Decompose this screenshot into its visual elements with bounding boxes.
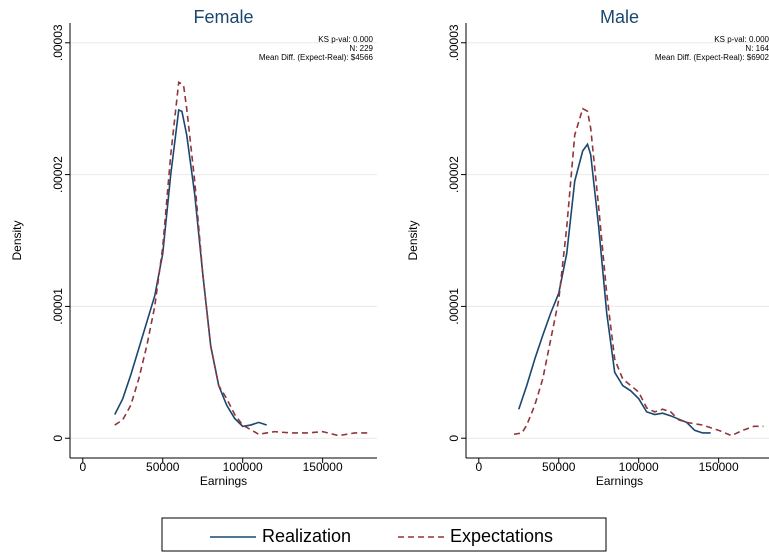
y-tick-label: .00002 bbox=[51, 156, 65, 193]
y-tick-label: .00001 bbox=[51, 288, 65, 325]
y-tick-label: .00003 bbox=[51, 24, 65, 61]
panel: 0 .00001 .00002 .00003 0 50000 100000 150000 Ear… bbox=[406, 7, 769, 488]
annotation: KS p-val: 0.000 bbox=[714, 35, 769, 44]
y-axis-title: Density bbox=[406, 220, 420, 260]
annotation: N: 229 bbox=[349, 44, 373, 53]
panel-title: Male bbox=[600, 7, 639, 27]
x-tick-label: 100000 bbox=[223, 460, 263, 474]
annotation: Mean Diff. (Expect-Real): $6902 bbox=[655, 53, 769, 62]
x-tick-label: 50000 bbox=[542, 460, 576, 474]
y-tick-label: .00001 bbox=[447, 288, 461, 325]
x-tick-label: 150000 bbox=[699, 460, 739, 474]
density-line bbox=[114, 81, 368, 437]
x-axis-title: Earnings bbox=[200, 474, 247, 488]
annotation: KS p-val: 0.000 bbox=[318, 35, 373, 44]
y-tick-label: .00002 bbox=[447, 156, 461, 193]
y-tick-label: 0 bbox=[447, 435, 461, 442]
legend-label: Realization bbox=[262, 526, 351, 546]
y-tick-label: 0 bbox=[51, 435, 65, 442]
legend-box bbox=[161, 517, 607, 552]
x-tick-label: 0 bbox=[475, 460, 482, 474]
x-tick-label: 150000 bbox=[303, 460, 343, 474]
density-line bbox=[114, 108, 267, 428]
y-tick-label: .00003 bbox=[447, 24, 461, 61]
x-tick-label: 50000 bbox=[146, 460, 180, 474]
y-axis-title: Density bbox=[10, 220, 24, 260]
annotation: N: 164 bbox=[745, 44, 769, 53]
x-tick-label: 0 bbox=[79, 460, 86, 474]
x-axis-title: Earnings bbox=[596, 474, 643, 488]
x-tick-label: 100000 bbox=[619, 460, 659, 474]
density-line bbox=[518, 142, 711, 434]
legend-label: Expectations bbox=[450, 526, 553, 546]
panel: 0 .00001 .00002 .00003 0 50000 100000 150000 Ear… bbox=[10, 7, 377, 488]
panel-title: Female bbox=[193, 7, 253, 27]
density-line bbox=[513, 107, 764, 437]
annotation: Mean Diff. (Expect-Real): $4566 bbox=[259, 53, 374, 62]
